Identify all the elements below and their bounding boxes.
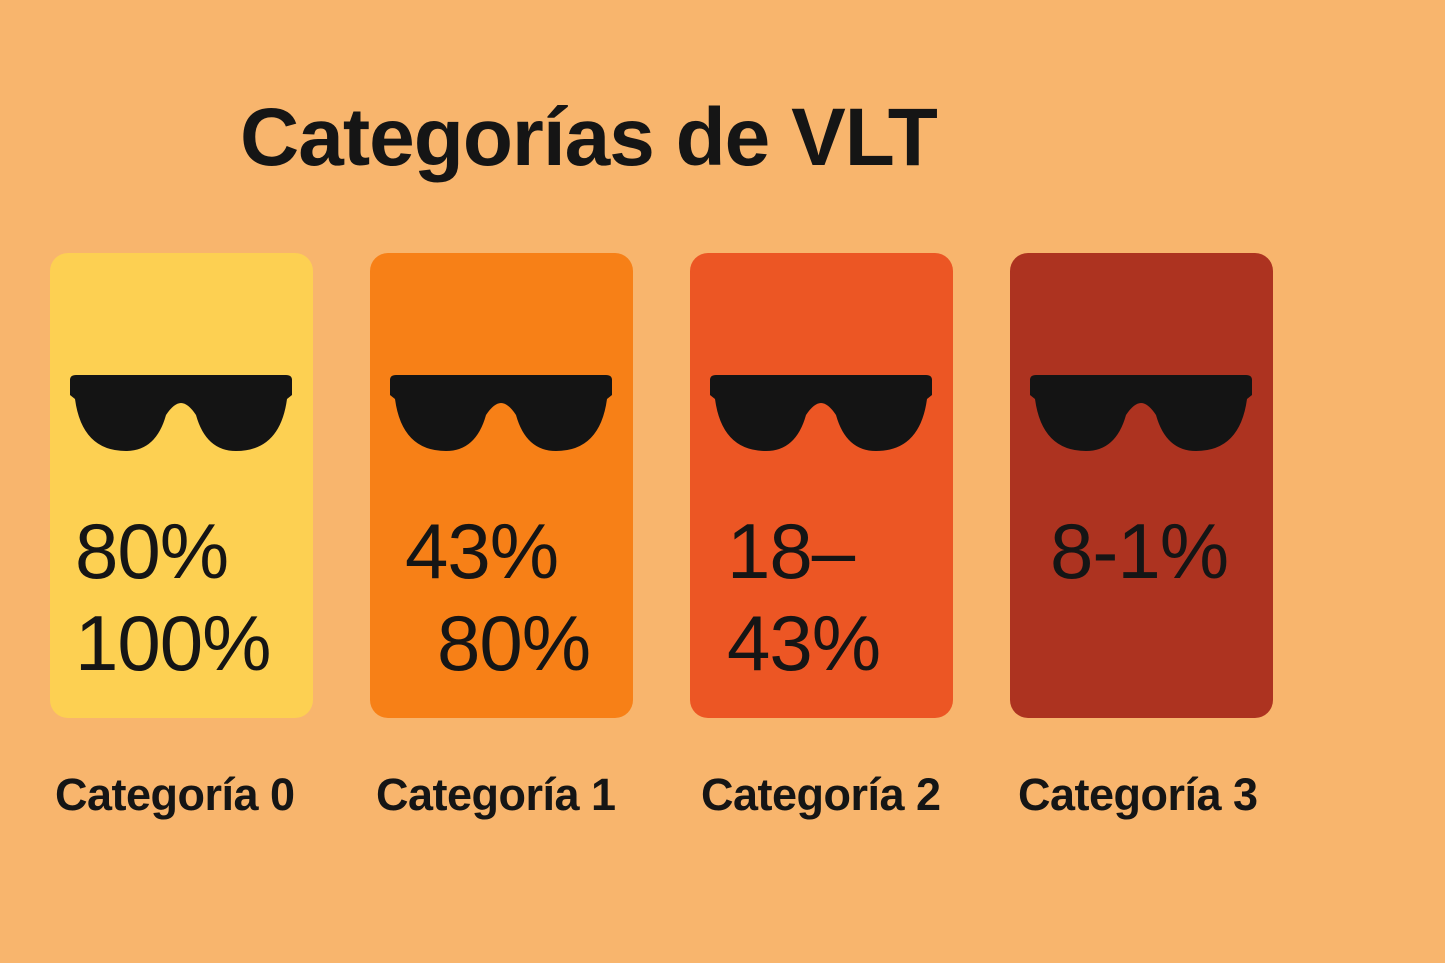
category-label-0: Categoría 0 — [55, 769, 295, 820]
sunglasses-icon — [710, 373, 932, 455]
category-card-2: 18– 43% — [690, 253, 953, 718]
page-title: Categorías de VLT — [240, 92, 938, 183]
sunglasses-icon — [390, 373, 612, 455]
category-label-1: Categoría 1 — [376, 769, 616, 820]
vlt-range-line-1: 80% — [75, 507, 229, 595]
category-card-3: 8-1% — [1010, 253, 1273, 718]
vlt-range-line-2: 80% — [437, 599, 591, 687]
vlt-range-line-1: 18– — [727, 507, 855, 595]
sunglasses-icon — [1030, 373, 1252, 455]
sunglasses-icon — [70, 373, 292, 455]
vlt-range-line-2: 100% — [75, 599, 271, 687]
category-card-0: 80% 100% — [50, 253, 313, 718]
vlt-range-line-2: 43% — [727, 599, 881, 687]
vlt-range-line-1: 8-1% — [1050, 507, 1229, 595]
vlt-range-line-1: 43% — [405, 507, 559, 595]
category-card-1: 43% 80% — [370, 253, 633, 718]
category-label-3: Categoría 3 — [1018, 769, 1258, 820]
category-label-2: Categoría 2 — [701, 769, 941, 820]
